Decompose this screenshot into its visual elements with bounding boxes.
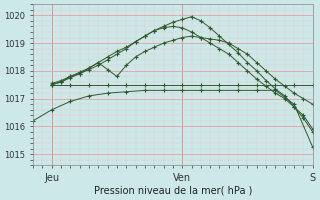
X-axis label: Pression niveau de la mer( hPa ): Pression niveau de la mer( hPa ) bbox=[94, 186, 252, 196]
